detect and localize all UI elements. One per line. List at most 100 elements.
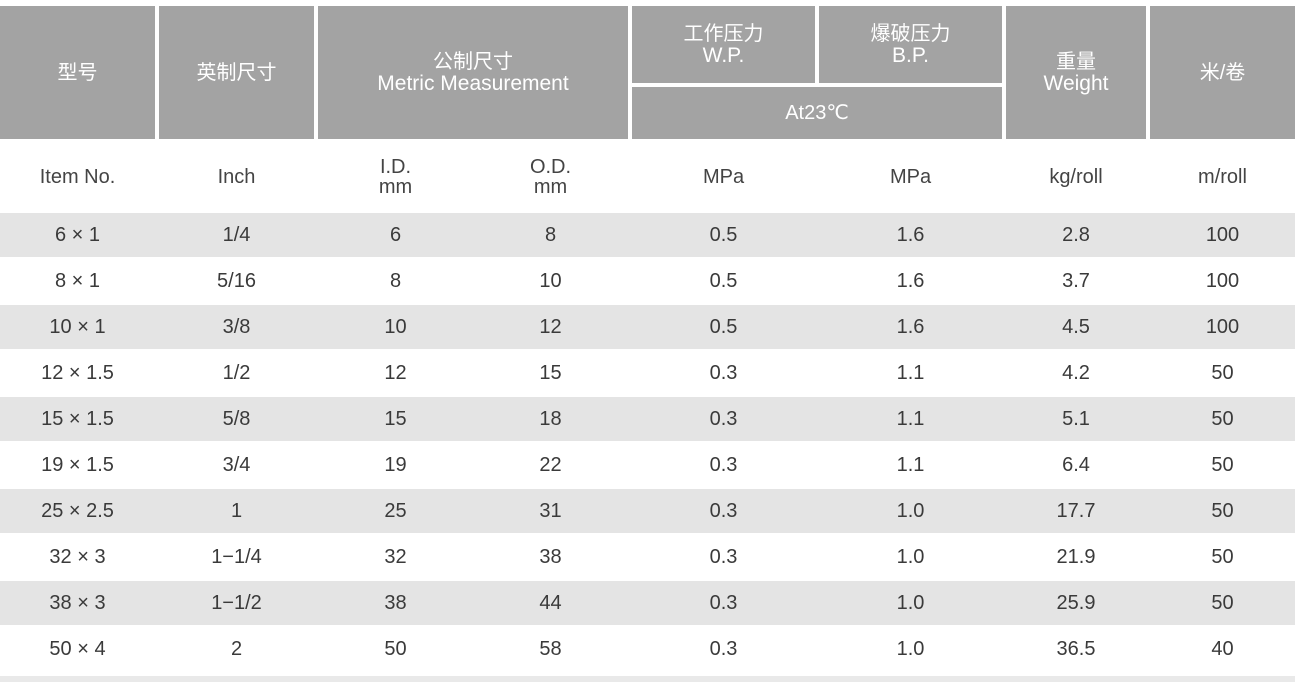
cell-item-no: 19 × 1.5 bbox=[41, 453, 114, 476]
cell-item-no: 38 × 3 bbox=[49, 591, 106, 614]
cell-wp: 0.3 bbox=[709, 637, 738, 660]
header-weight: 重量 Weight bbox=[1006, 6, 1146, 139]
cell-bp: 1.1 bbox=[896, 407, 925, 430]
table-row: 8 × 1 5/16 8 10 0.5 1.6 3.7 100 bbox=[0, 259, 1295, 303]
unit-bp: MPa bbox=[819, 145, 1002, 209]
cell-length: 50 bbox=[1211, 545, 1234, 568]
cell-inch: 3/8 bbox=[222, 315, 251, 338]
cell-weight: 3.7 bbox=[1062, 269, 1090, 292]
unit-wp-label: MPa bbox=[702, 166, 745, 188]
cell-wp: 0.3 bbox=[709, 407, 738, 430]
unit-od-bottom: mm bbox=[533, 176, 568, 198]
unit-item: Item No. bbox=[0, 145, 155, 209]
header-bp-en: B.P. bbox=[892, 43, 929, 67]
cell-inch: 1/4 bbox=[222, 223, 251, 246]
header-length-label: 米/卷 bbox=[1199, 61, 1246, 84]
unit-length-label: m/roll bbox=[1198, 166, 1247, 188]
cell-weight: 4.5 bbox=[1062, 315, 1090, 338]
unit-weight: kg/roll bbox=[1006, 145, 1146, 209]
header-bp-cn: 爆破压力 bbox=[870, 22, 951, 45]
cell-length: 100 bbox=[1205, 223, 1240, 246]
header-weight-cn: 重量 bbox=[1056, 50, 1096, 73]
cell-bp: 1.0 bbox=[896, 545, 925, 568]
cell-item-no: 50 × 4 bbox=[49, 637, 106, 660]
header-metric: 公制尺寸 Metric Measurement bbox=[318, 6, 628, 139]
header-inch-label: 英制尺寸 bbox=[196, 61, 277, 84]
cell-id: 19 bbox=[384, 453, 407, 476]
cell-length: 100 bbox=[1205, 315, 1240, 338]
cell-id: 8 bbox=[389, 269, 402, 292]
cell-item-no: 25 × 2.5 bbox=[41, 499, 114, 522]
header-wp-en: W.P. bbox=[702, 43, 745, 67]
cell-bp: 1.1 bbox=[896, 361, 925, 384]
cell-inch: 1 bbox=[230, 499, 243, 522]
cell-length: 50 bbox=[1211, 361, 1234, 384]
cell-id: 25 bbox=[384, 499, 407, 522]
cell-id: 10 bbox=[384, 315, 407, 338]
cell-weight: 4.2 bbox=[1062, 361, 1090, 384]
cell-length: 40 bbox=[1211, 637, 1234, 660]
cell-bp: 1.6 bbox=[896, 223, 925, 246]
cell-length: 50 bbox=[1211, 591, 1234, 614]
cell-weight: 5.1 bbox=[1062, 407, 1090, 430]
table-row: 10 × 1 3/8 10 12 0.5 1.6 4.5 100 bbox=[0, 305, 1295, 349]
cell-weight: 17.7 bbox=[1056, 499, 1096, 522]
cell-od: 22 bbox=[539, 453, 562, 476]
cell-item-no: 12 × 1.5 bbox=[41, 361, 114, 384]
unit-length: m/roll bbox=[1150, 145, 1295, 209]
unit-id: I.D. mm bbox=[318, 145, 473, 209]
cell-od: 15 bbox=[539, 361, 562, 384]
unit-id-bottom: mm bbox=[378, 176, 413, 198]
table-row: 6 × 1 1/4 6 8 0.5 1.6 2.8 100 bbox=[0, 213, 1295, 257]
cell-bp: 1.0 bbox=[896, 591, 925, 614]
cell-inch: 5/16 bbox=[217, 269, 256, 292]
unit-wp: MPa bbox=[632, 145, 815, 209]
cell-od: 12 bbox=[539, 315, 562, 338]
cell-od: 58 bbox=[539, 637, 562, 660]
header-inch: 英制尺寸 bbox=[159, 6, 314, 139]
header-bp: 爆破压力 B.P. bbox=[819, 6, 1002, 83]
table-row: 19 × 1.5 3/4 19 22 0.3 1.1 6.4 50 bbox=[0, 443, 1295, 487]
cell-wp: 0.3 bbox=[709, 453, 738, 476]
table-row: 38 × 3 1−1/2 38 44 0.3 1.0 25.9 50 bbox=[0, 581, 1295, 625]
cell-item-no: 10 × 1 bbox=[49, 315, 106, 338]
cell-wp: 0.5 bbox=[709, 223, 738, 246]
table-row: 12 × 1.5 1/2 12 15 0.3 1.1 4.2 50 bbox=[0, 351, 1295, 395]
header-wp: 工作压力 W.P. bbox=[632, 6, 815, 83]
cell-weight: 6.4 bbox=[1062, 453, 1090, 476]
unit-item-label: Item No. bbox=[39, 166, 116, 188]
cell-length: 50 bbox=[1211, 407, 1234, 430]
unit-id-top: I.D. bbox=[379, 156, 412, 178]
header-wp-cn: 工作压力 bbox=[683, 22, 764, 45]
cell-od: 10 bbox=[539, 269, 562, 292]
header-metric-en: Metric Measurement bbox=[377, 71, 569, 95]
cell-length: 50 bbox=[1211, 453, 1234, 476]
cell-wp: 0.5 bbox=[709, 269, 738, 292]
cell-wp: 0.5 bbox=[709, 315, 738, 338]
cell-weight: 21.9 bbox=[1056, 545, 1096, 568]
cell-weight: 2.8 bbox=[1062, 223, 1090, 246]
units-row: Item No. Inch I.D. mm O.D. mm MPa MPa kg… bbox=[0, 145, 1295, 209]
table-bottom-band bbox=[0, 676, 1295, 682]
cell-inch: 1−1/2 bbox=[211, 591, 262, 614]
header-temperature: At23℃ bbox=[632, 87, 1002, 139]
cell-wp: 0.3 bbox=[709, 591, 738, 614]
header-model-label: 型号 bbox=[57, 61, 98, 84]
cell-wp: 0.3 bbox=[709, 361, 738, 384]
cell-id: 32 bbox=[384, 545, 407, 568]
cell-od: 31 bbox=[539, 499, 562, 522]
cell-inch: 3/4 bbox=[222, 453, 251, 476]
unit-od: O.D. mm bbox=[473, 145, 628, 209]
cell-bp: 1.6 bbox=[896, 315, 925, 338]
cell-wp: 0.3 bbox=[709, 499, 738, 522]
header-length: 米/卷 bbox=[1150, 6, 1295, 139]
cell-length: 100 bbox=[1205, 269, 1240, 292]
cell-od: 8 bbox=[544, 223, 557, 246]
cell-length: 50 bbox=[1211, 499, 1234, 522]
cell-id: 38 bbox=[384, 591, 407, 614]
unit-od-top: O.D. bbox=[529, 156, 572, 178]
table-row: 50 × 4 2 50 58 0.3 1.0 36.5 40 bbox=[0, 627, 1295, 671]
cell-od: 38 bbox=[539, 545, 562, 568]
cell-od: 44 bbox=[539, 591, 562, 614]
table-row: 25 × 2.5 1 25 31 0.3 1.0 17.7 50 bbox=[0, 489, 1295, 533]
